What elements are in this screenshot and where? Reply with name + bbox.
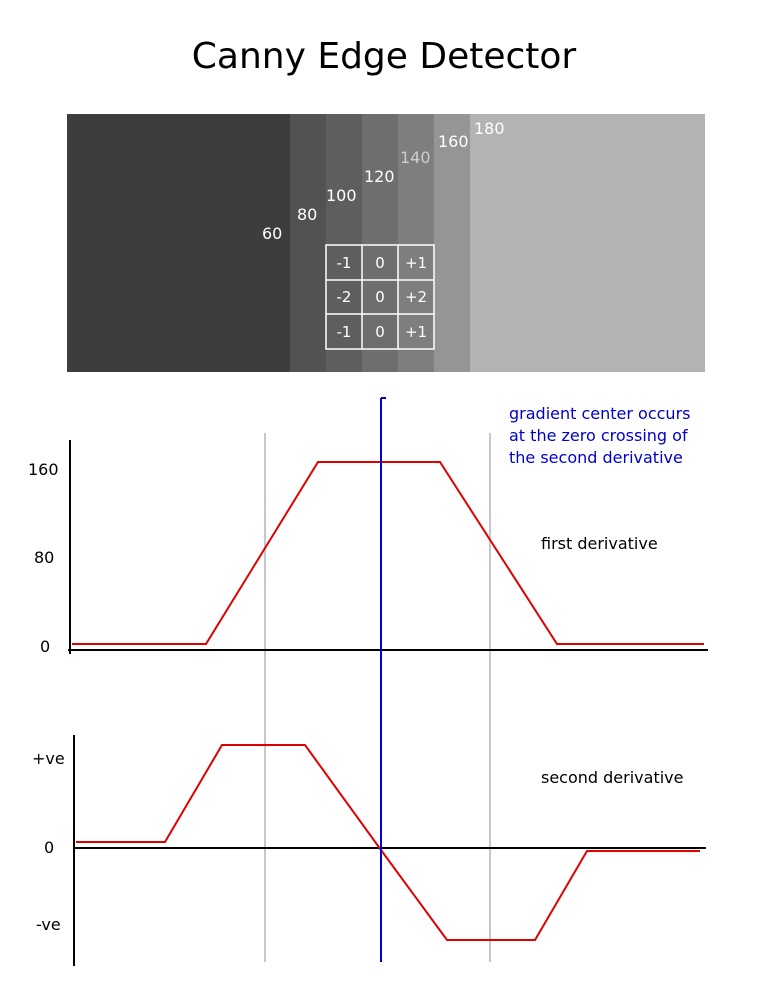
band-80 <box>290 114 326 372</box>
kernel-cell: -1 <box>337 323 352 341</box>
y-tick-zero: 0 <box>44 838 54 857</box>
band-60 <box>67 114 290 372</box>
kernel-cell: +2 <box>405 288 427 306</box>
diagram-title: Canny Edge Detector <box>191 36 577 77</box>
intensity-label-120: 120 <box>364 167 395 186</box>
band-180 <box>470 114 705 372</box>
band-100 <box>326 114 362 372</box>
second-derivative-label: second derivative <box>541 768 683 787</box>
kernel-cell: +1 <box>405 254 427 272</box>
intensity-label-80: 80 <box>297 205 317 224</box>
kernel-cell: +1 <box>405 323 427 341</box>
y-tick-positive: +ve <box>32 749 65 768</box>
kernel-cell: -1 <box>337 254 352 272</box>
sobel-kernel-values: -1 0 +1 -2 0 +2 -1 0 +1 <box>337 254 428 341</box>
sobel-kernel <box>325 244 435 350</box>
band-120 <box>362 114 398 372</box>
kernel-cell: -2 <box>337 288 352 306</box>
band-160 <box>434 114 470 372</box>
kernel-cell: 0 <box>375 254 385 272</box>
y-tick-0: 0 <box>40 637 50 656</box>
annotation-line-2: at the zero crossing of <box>509 426 688 445</box>
y-tick-negative: -ve <box>36 915 61 934</box>
kernel-cell: 0 <box>375 323 385 341</box>
first-derivative-plot: 160 80 0 first derivative <box>28 440 708 656</box>
gradient-center-annotation: gradient center occurs at the zero cross… <box>509 404 690 467</box>
first-derivative-curve <box>72 461 704 645</box>
y-tick-80: 80 <box>34 548 54 567</box>
band-140 <box>398 114 434 372</box>
first-derivative-label: first derivative <box>541 534 658 553</box>
intensity-labels: 60 80 100 120 140 160 180 <box>262 119 505 243</box>
intensity-label-180: 180 <box>474 119 505 138</box>
intensity-label-60: 60 <box>262 224 282 243</box>
y-tick-160: 160 <box>28 460 59 479</box>
annotation-line-3: the second derivative <box>509 448 683 467</box>
kernel-cell: 0 <box>375 288 385 306</box>
intensity-label-100: 100 <box>326 186 357 205</box>
intensity-label-160: 160 <box>438 132 469 151</box>
second-derivative-plot: +ve 0 -ve second derivative <box>32 735 706 966</box>
grayscale-image <box>67 114 705 372</box>
intensity-label-140: 140 <box>400 148 431 167</box>
annotation-line-1: gradient center occurs <box>509 404 690 423</box>
